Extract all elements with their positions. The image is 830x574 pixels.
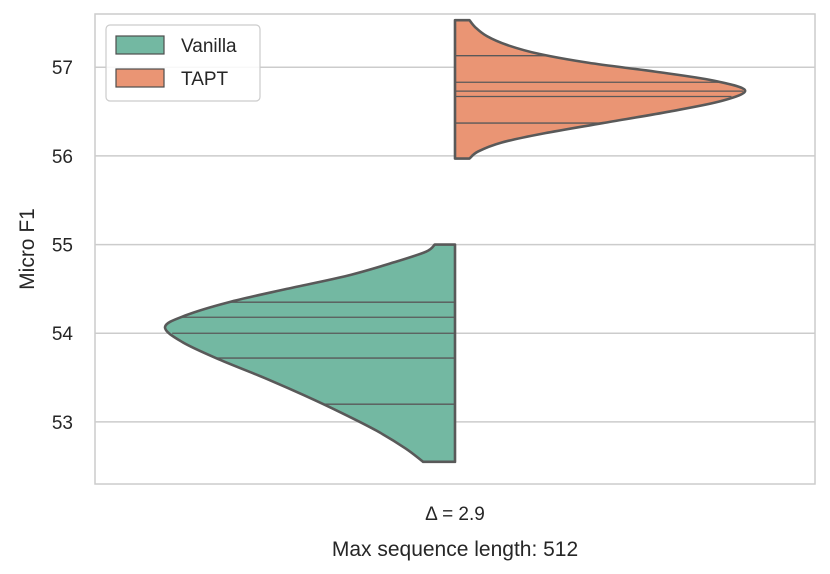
y-axis-label: Micro F1: [16, 208, 39, 290]
y-tick-label: 55: [52, 236, 73, 257]
y-tick-label: 56: [52, 147, 73, 168]
y-tick-label: 57: [52, 58, 73, 79]
legend: Vanilla TAPT: [105, 24, 261, 102]
legend-label-tapt: TAPT: [181, 69, 229, 90]
plot-frame: [94, 13, 816, 485]
legend-swatch-tapt: [115, 68, 165, 88]
x-tick-label: Δ = 2.9: [425, 504, 485, 525]
y-tick-labels: 53 54 55 56 57: [52, 58, 74, 434]
violin-vanilla: [163, 243, 457, 464]
violins: [163, 18, 747, 464]
violin-tapt: [453, 18, 747, 160]
legend-label-vanilla: Vanilla: [181, 36, 237, 57]
y-tick-label: 53: [52, 413, 73, 434]
y-tick-label: 54: [52, 324, 74, 345]
legend-swatch-vanilla: [115, 35, 165, 55]
x-axis-label: Max sequence length: 512: [332, 538, 578, 561]
